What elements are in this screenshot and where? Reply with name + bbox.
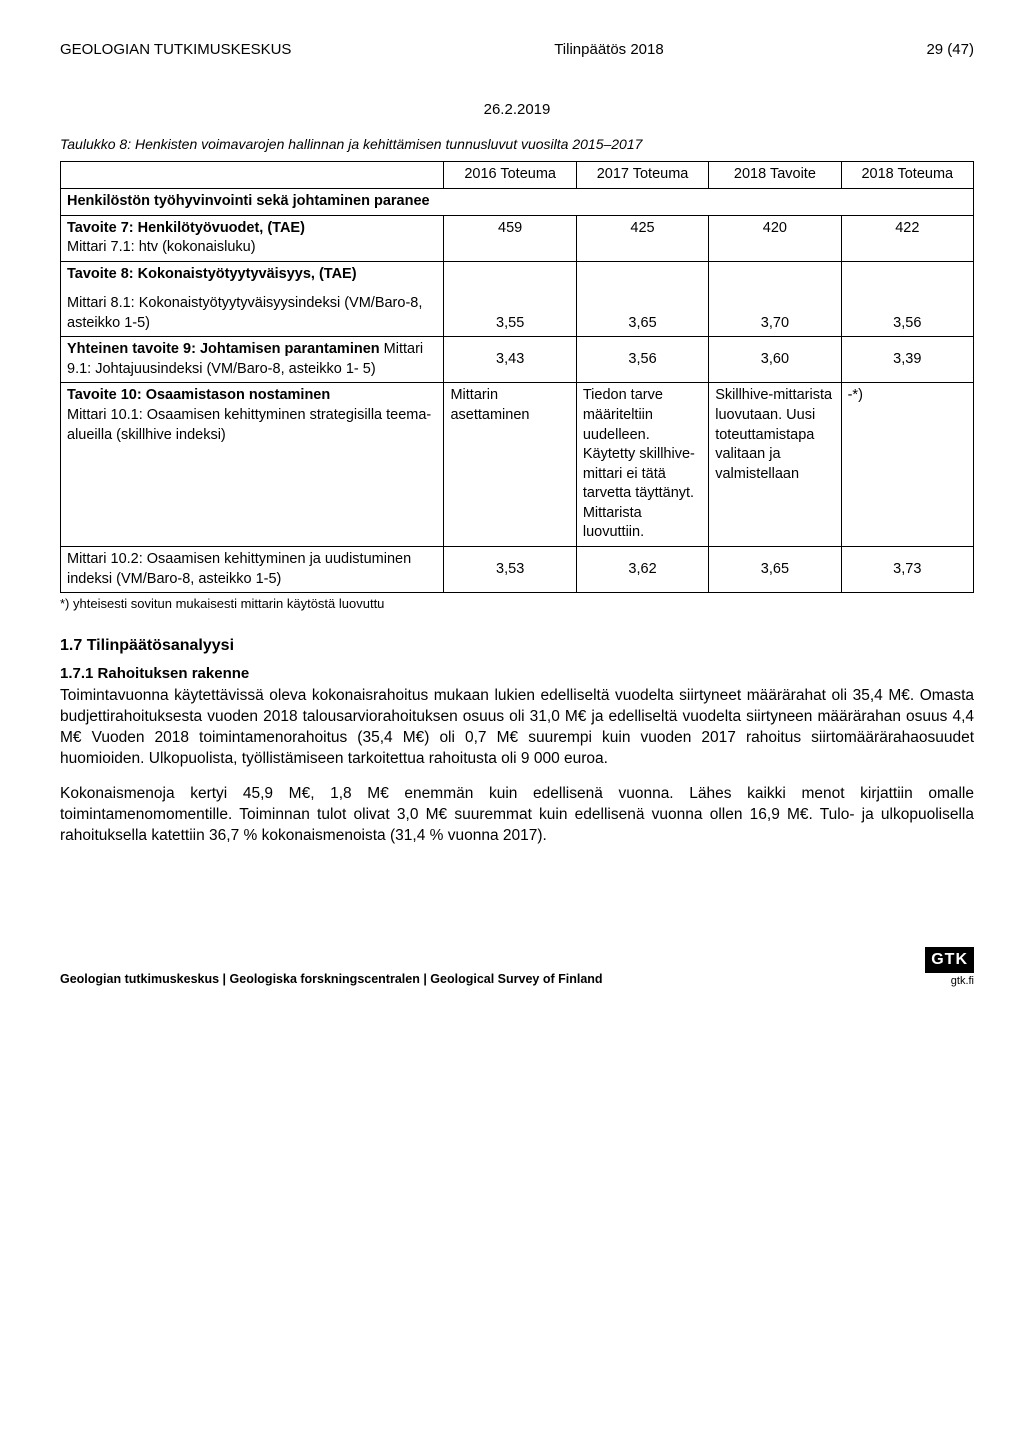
cell-value: 3,56 [841, 261, 973, 337]
footer-logo: GTK gtk.fi [925, 947, 974, 988]
section-header: Henkilöstön työhyvinvointi sekä johtamin… [61, 188, 974, 215]
row-title: Tavoite 8: Kokonaistyötyytyväisyys, (TAE… [67, 265, 437, 285]
page-header: GEOLOGIAN TUTKIMUSKESKUS Tilinpäätös 201… [60, 40, 974, 60]
row-desc: Tavoite 7: Henkilötyövuodet, (TAE) Mitta… [61, 215, 444, 261]
page-footer: Geologian tutkimuskeskus | Geologiska fo… [60, 947, 974, 988]
cell-value: 3,53 [444, 546, 576, 592]
row-desc: Yhteinen tavoite 9: Johtamisen parantami… [61, 337, 444, 383]
cell-value: 3,73 [841, 546, 973, 592]
cell-value: 3,62 [576, 546, 708, 592]
row-title: Tavoite 10: Osaamistason nostaminen [67, 387, 330, 403]
section-header-row: Henkilöstön työhyvinvointi sekä johtamin… [61, 188, 974, 215]
cell-value: 459 [444, 215, 576, 261]
row-title: Yhteinen tavoite 9: Johtamisen parantami… [67, 341, 380, 357]
row-desc: Tavoite 8: Kokonaistyötyytyväisyys, (TAE… [61, 261, 444, 337]
row-title: Tavoite 7: Henkilötyövuodet, (TAE) [67, 220, 305, 236]
col-2018-toteuma: 2018 Toteuma [841, 162, 973, 189]
cell-value: 3,65 [576, 261, 708, 337]
org-name: GEOLOGIAN TUTKIMUSKESKUS [60, 40, 291, 60]
analysis-heading: 1.7 Tilinpäätösanalyysi [60, 635, 974, 657]
table-footnote: *) yhteisesti sovitun mukaisesti mittari… [60, 595, 974, 613]
table-row: Yhteinen tavoite 9: Johtamisen parantami… [61, 337, 974, 383]
doc-title: Tilinpäätös 2018 [554, 40, 664, 60]
col-2018-tavoite: 2018 Tavoite [709, 162, 841, 189]
cell-value: 3,56 [576, 337, 708, 383]
analysis-subheading: 1.7.1 Rahoituksen rakenne [60, 664, 974, 684]
cell-value: Tiedon tarve määriteltiin uudelleen. Käy… [576, 383, 708, 547]
row-desc: Mittari 10.2: Osaamisen kehittyminen ja … [61, 546, 444, 592]
table-row: Tavoite 10: Osaamistason nostaminen Mitt… [61, 383, 974, 547]
cell-value: 3,60 [709, 337, 841, 383]
cell-value: 420 [709, 215, 841, 261]
cell-value: -*) [841, 383, 973, 547]
table-row: Tavoite 8: Kokonaistyötyytyväisyys, (TAE… [61, 261, 974, 337]
table-row: Mittari 10.2: Osaamisen kehittyminen ja … [61, 546, 974, 592]
row-measure: Mittari 10.1: Osaamisen kehittyminen str… [67, 407, 431, 443]
cell-value: 3,65 [709, 546, 841, 592]
cell-value: 3,70 [709, 261, 841, 337]
logo-url: gtk.fi [925, 974, 974, 989]
row-measure: Mittari 7.1: htv (kokonaisluku) [67, 239, 256, 255]
cell-value: Mittarin asettaminen [444, 383, 576, 547]
cell-value: 3,43 [444, 337, 576, 383]
document-date: 26.2.2019 [60, 100, 974, 120]
row-measure: Mittari 8.1: Kokonaistyötyytyväisyysinde… [67, 294, 437, 333]
row-desc: Tavoite 10: Osaamistason nostaminen Mitt… [61, 383, 444, 547]
analysis-paragraph: Kokonaismenoja kertyi 45,9 M€, 1,8 M€ en… [60, 784, 974, 847]
cell-value: 422 [841, 215, 973, 261]
cell-value: Skillhive-mittarista luovutaan. Uusi tot… [709, 383, 841, 547]
cell-value: 3,39 [841, 337, 973, 383]
cell-value: 3,55 [444, 261, 576, 337]
page-number: 29 (47) [926, 40, 974, 60]
table-row: Tavoite 7: Henkilötyövuodet, (TAE) Mitta… [61, 215, 974, 261]
cell-value: 425 [576, 215, 708, 261]
col-2016: 2016 Toteuma [444, 162, 576, 189]
table-caption: Taulukko 8: Henkisten voimavarojen halli… [60, 135, 974, 154]
table-header-row: 2016 Toteuma 2017 Toteuma 2018 Tavoite 2… [61, 162, 974, 189]
col-2017: 2017 Toteuma [576, 162, 708, 189]
logo-text: GTK [925, 947, 974, 973]
data-table: 2016 Toteuma 2017 Toteuma 2018 Tavoite 2… [60, 161, 974, 593]
analysis-paragraph: Toimintavuonna käytettävissä oleva kokon… [60, 686, 974, 770]
footer-text: Geologian tutkimuskeskus | Geologiska fo… [60, 971, 603, 988]
